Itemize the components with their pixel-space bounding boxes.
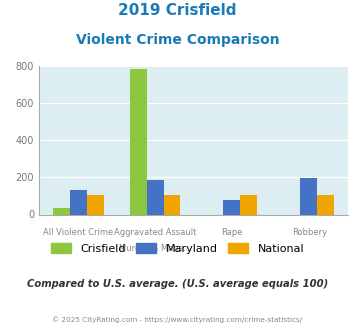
- Bar: [317, 195, 334, 215]
- Text: Murder & Mans...: Murder & Mans...: [119, 244, 191, 253]
- Bar: [300, 178, 317, 214]
- Legend: Crisfield, Maryland, National: Crisfield, Maryland, National: [47, 239, 308, 258]
- Bar: [53, 208, 70, 214]
- Text: 2019 Crisfield: 2019 Crisfield: [118, 3, 237, 18]
- Bar: [240, 195, 257, 215]
- Bar: [130, 69, 147, 214]
- Text: Robbery: Robbery: [292, 228, 327, 237]
- Text: Aggravated Assault: Aggravated Assault: [114, 228, 196, 237]
- Text: All Violent Crime: All Violent Crime: [43, 228, 113, 237]
- Bar: [147, 180, 164, 214]
- Bar: [223, 200, 240, 215]
- Text: Violent Crime Comparison: Violent Crime Comparison: [76, 33, 279, 47]
- Bar: [87, 195, 104, 215]
- Bar: [70, 190, 87, 215]
- Text: © 2025 CityRating.com - https://www.cityrating.com/crime-statistics/: © 2025 CityRating.com - https://www.city…: [53, 317, 302, 323]
- Text: Rape: Rape: [221, 228, 243, 237]
- Text: Compared to U.S. average. (U.S. average equals 100): Compared to U.S. average. (U.S. average …: [27, 279, 328, 289]
- Bar: [164, 195, 180, 215]
